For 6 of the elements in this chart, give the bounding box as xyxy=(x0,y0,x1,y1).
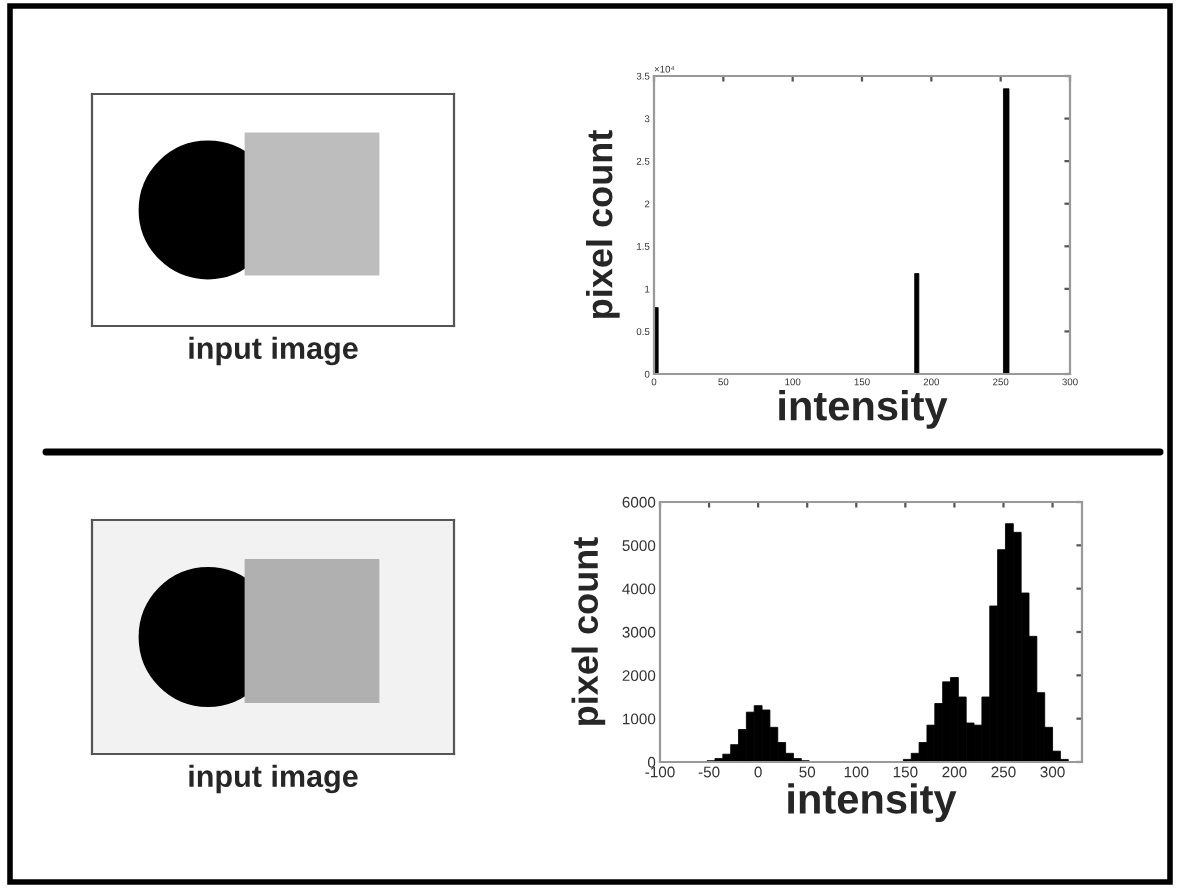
text: input image xyxy=(189,336,358,366)
text: input image xyxy=(189,764,358,794)
y-axis-title: pixel count xyxy=(571,537,606,725)
x-axis-title: intensity xyxy=(779,390,948,429)
y-axis-title: pixel count xyxy=(585,130,620,318)
x-axis-title: intensity xyxy=(788,783,957,823)
